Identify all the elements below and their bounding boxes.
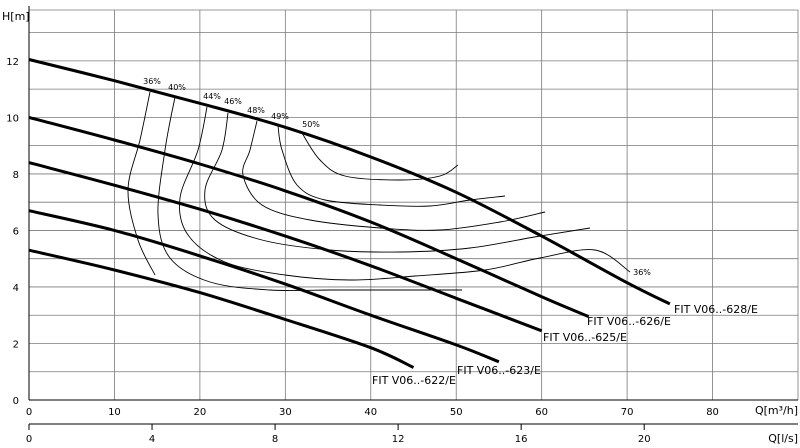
- y-tick-label: 2: [13, 339, 19, 350]
- x2-axis-label: Q[l/s]: [768, 432, 798, 445]
- x-tick-label: 0: [26, 407, 32, 418]
- pump-curve-line: [28, 58, 671, 306]
- y-tick-label: 4: [13, 283, 19, 294]
- pump-curve-label: FIT V06..-625/E: [543, 331, 627, 344]
- efficiency-label: 46%: [224, 97, 242, 106]
- y-tick-label: 6: [13, 226, 19, 237]
- pump-curve-label: FIT V06..-628/E: [674, 303, 758, 316]
- efficiency-contour: [204, 112, 591, 253]
- y-tick-label: 0: [13, 396, 19, 407]
- efficiency-contours: [127, 91, 631, 292]
- efficiency-label: 36%: [143, 77, 161, 86]
- x-tick-label: 50: [450, 407, 463, 418]
- efficiency-label: 40%: [168, 83, 186, 92]
- x2-tick-label: 12: [392, 434, 405, 445]
- y-axis-label: H[m]: [2, 10, 30, 23]
- x2-tick-label: 0: [26, 434, 32, 445]
- pump-curve-label: FIT V06..-623/E: [457, 364, 541, 377]
- x2-tick-label: 20: [638, 434, 651, 445]
- x2-tick-label: 8: [272, 434, 278, 445]
- efficiency-contour: [277, 125, 506, 207]
- pump-curve-line: [28, 115, 590, 318]
- pump-curve-line: [28, 248, 415, 369]
- efficiency-label: 48%: [247, 106, 265, 115]
- efficiency-contour: [179, 106, 631, 281]
- chart-labels: 0 2 4 6 8 10 12 0 10 20 30 40 50 60 70 80 0 4 8 12 16 20 H[m] Q…: [2, 10, 798, 445]
- x-tick-label: 60: [535, 407, 548, 418]
- x-tick-label: 10: [108, 407, 121, 418]
- x-tick-label: 80: [706, 407, 719, 418]
- pump-curve-line: [28, 209, 500, 364]
- pump-curves: [28, 58, 671, 369]
- pump-curve-line: [28, 161, 543, 333]
- y-tick-label: 10: [6, 113, 19, 124]
- pump-curve-label: FIT V06..-626/E: [587, 315, 671, 328]
- x2-tick-label: 16: [515, 434, 528, 445]
- pump-curve-label: FIT V06..-622/E: [372, 374, 456, 387]
- x-axis-label: Q[m³/h]: [755, 404, 798, 417]
- x2-tick-label: 4: [149, 434, 155, 445]
- efficiency-contour: [157, 96, 462, 292]
- x-tick-label: 20: [194, 407, 207, 418]
- y-tick-label: 8: [13, 170, 19, 181]
- efficiency-contour: [242, 120, 546, 231]
- efficiency-contour: [301, 132, 459, 181]
- efficiency-label: 50%: [302, 120, 320, 129]
- axes: [28, 6, 798, 430]
- efficiency-label: 49%: [271, 112, 289, 121]
- x-tick-label: 40: [364, 407, 377, 418]
- efficiency-label: 36%: [633, 268, 651, 277]
- efficiency-label: 44%: [203, 92, 221, 101]
- x-tick-label: 70: [621, 407, 634, 418]
- y-tick-label: 12: [6, 57, 19, 68]
- x-tick-label: 30: [279, 407, 292, 418]
